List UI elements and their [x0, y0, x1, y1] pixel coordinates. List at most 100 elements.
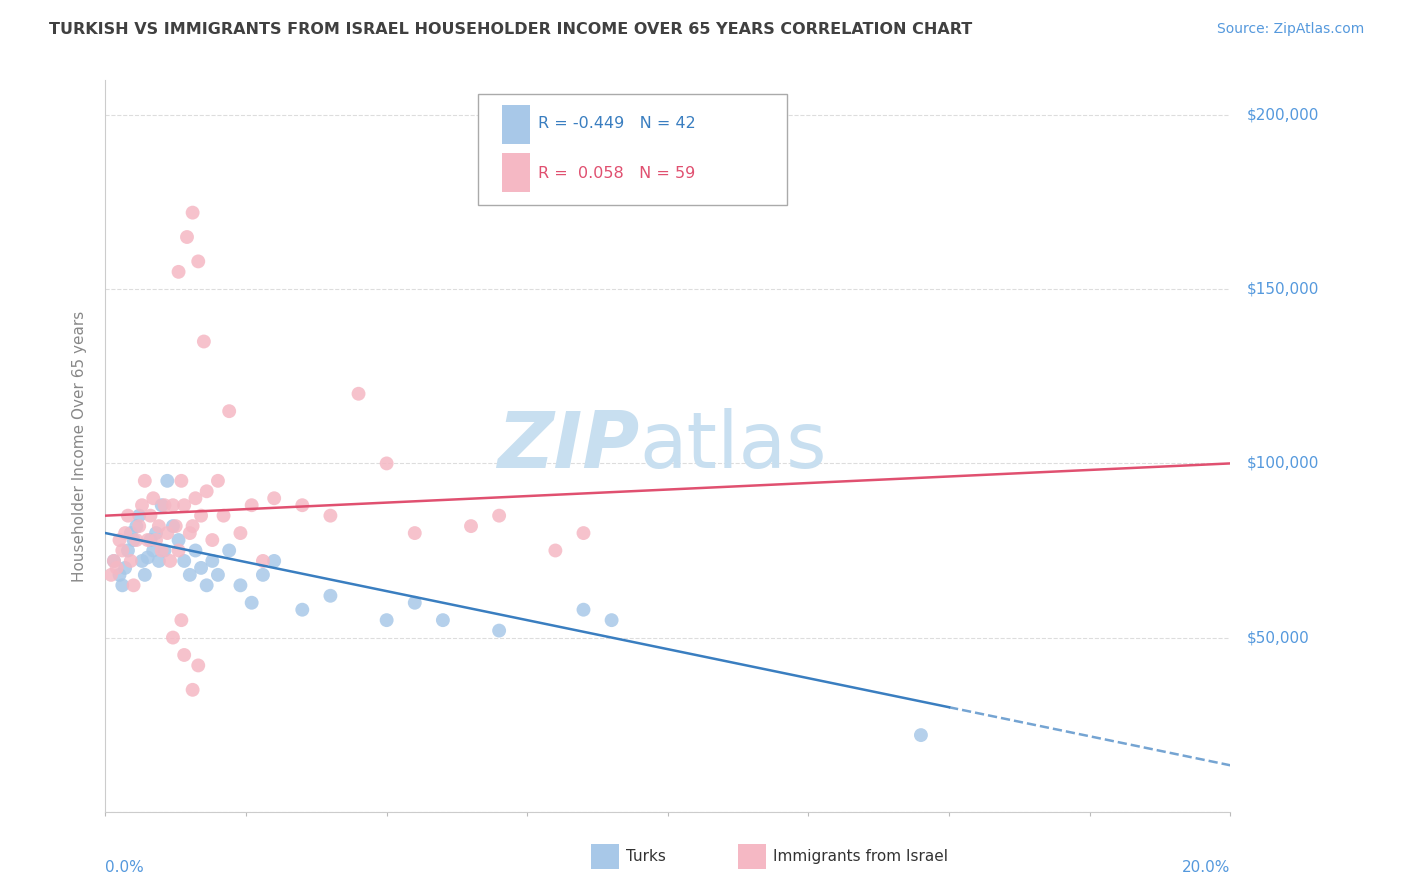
- Point: [136, 533, 159, 547]
- Point: [240, 596, 263, 610]
- Point: [122, 533, 145, 547]
- Point: [195, 484, 218, 499]
- Point: [134, 567, 156, 582]
- Point: [139, 508, 162, 523]
- Point: [207, 567, 229, 582]
- Point: [173, 554, 195, 568]
- Point: [148, 519, 170, 533]
- Point: [134, 474, 156, 488]
- Point: [131, 498, 153, 512]
- Point: [156, 526, 179, 541]
- Point: [291, 498, 314, 512]
- Text: Source: ZipAtlas.com: Source: ZipAtlas.com: [1216, 22, 1364, 37]
- Point: [125, 519, 148, 533]
- Point: [111, 543, 134, 558]
- Point: [108, 533, 131, 547]
- Point: [167, 543, 190, 558]
- Text: ZIP: ZIP: [498, 408, 640, 484]
- Point: [229, 578, 252, 592]
- Point: [187, 254, 209, 268]
- Text: R =  0.058   N = 59: R = 0.058 N = 59: [538, 166, 696, 180]
- Point: [263, 554, 285, 568]
- Point: [181, 682, 204, 697]
- Point: [105, 561, 128, 575]
- Point: [117, 543, 139, 558]
- Point: [131, 554, 153, 568]
- Point: [229, 526, 252, 541]
- Point: [201, 554, 224, 568]
- Point: [432, 613, 454, 627]
- Point: [150, 543, 173, 558]
- Text: R = -0.449   N = 42: R = -0.449 N = 42: [538, 116, 696, 131]
- Point: [139, 533, 162, 547]
- Y-axis label: Householder Income Over 65 years: Householder Income Over 65 years: [72, 310, 87, 582]
- Point: [212, 508, 235, 523]
- Point: [173, 648, 195, 662]
- Point: [460, 519, 482, 533]
- Point: [148, 554, 170, 568]
- Point: [145, 533, 167, 547]
- Text: 0.0%: 0.0%: [105, 861, 145, 875]
- Point: [193, 334, 215, 349]
- Point: [173, 498, 195, 512]
- Point: [179, 567, 201, 582]
- Point: [218, 404, 240, 418]
- Point: [291, 603, 314, 617]
- Point: [572, 603, 595, 617]
- Point: [111, 578, 134, 592]
- Point: [108, 567, 131, 582]
- Point: [128, 519, 150, 533]
- Point: [179, 526, 201, 541]
- Point: [120, 526, 142, 541]
- Point: [156, 474, 179, 488]
- Point: [122, 578, 145, 592]
- Point: [190, 508, 212, 523]
- Point: [114, 526, 136, 541]
- Point: [195, 578, 218, 592]
- Point: [572, 526, 595, 541]
- Point: [150, 498, 173, 512]
- Text: atlas: atlas: [640, 408, 827, 484]
- Point: [488, 624, 510, 638]
- Point: [162, 519, 184, 533]
- Point: [120, 554, 142, 568]
- Point: [404, 526, 426, 541]
- Point: [128, 508, 150, 523]
- Point: [207, 474, 229, 488]
- Point: [100, 567, 122, 582]
- Point: [319, 589, 342, 603]
- Point: [201, 533, 224, 547]
- Text: TURKISH VS IMMIGRANTS FROM ISRAEL HOUSEHOLDER INCOME OVER 65 YEARS CORRELATION C: TURKISH VS IMMIGRANTS FROM ISRAEL HOUSEH…: [49, 22, 973, 37]
- Point: [153, 543, 176, 558]
- Point: [159, 554, 181, 568]
- Text: Immigrants from Israel: Immigrants from Israel: [773, 849, 948, 863]
- Point: [190, 561, 212, 575]
- Text: $50,000: $50,000: [1247, 630, 1310, 645]
- Point: [184, 543, 207, 558]
- Point: [240, 498, 263, 512]
- Text: $100,000: $100,000: [1247, 456, 1319, 471]
- Point: [162, 498, 184, 512]
- Point: [103, 554, 125, 568]
- Point: [136, 550, 159, 565]
- Point: [114, 561, 136, 575]
- Point: [184, 491, 207, 506]
- Point: [488, 508, 510, 523]
- Point: [375, 613, 398, 627]
- Point: [162, 631, 184, 645]
- Text: $200,000: $200,000: [1247, 108, 1319, 122]
- Point: [103, 554, 125, 568]
- Text: 20.0%: 20.0%: [1182, 861, 1230, 875]
- Point: [170, 613, 193, 627]
- Point: [167, 265, 190, 279]
- Point: [600, 613, 623, 627]
- Text: Turks: Turks: [626, 849, 665, 863]
- Point: [165, 519, 187, 533]
- Point: [404, 596, 426, 610]
- Point: [910, 728, 932, 742]
- Point: [375, 457, 398, 471]
- Point: [153, 498, 176, 512]
- Point: [142, 491, 165, 506]
- Point: [252, 567, 274, 582]
- Point: [218, 543, 240, 558]
